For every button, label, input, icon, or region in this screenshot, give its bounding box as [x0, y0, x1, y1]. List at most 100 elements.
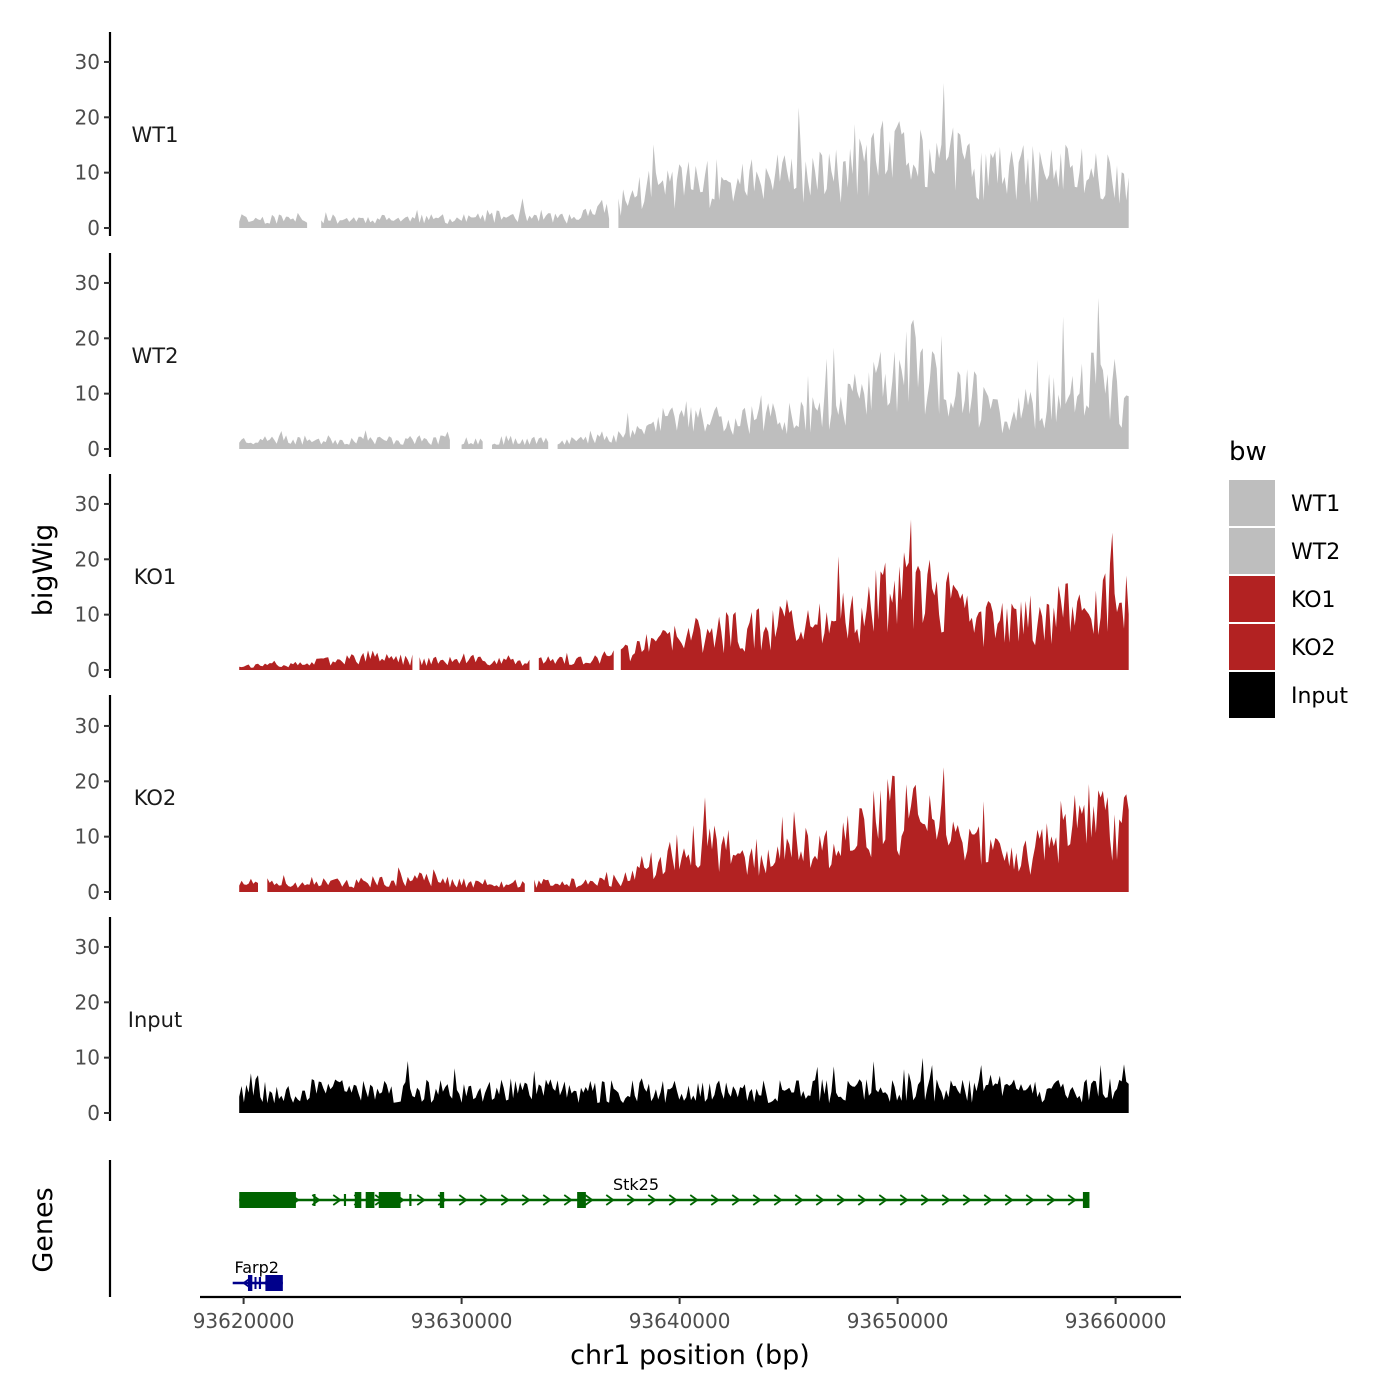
track-y-tick-label: 10: [75, 1046, 100, 1070]
exon-block: [577, 1192, 586, 1208]
legend-label-ko2: KO2: [1291, 636, 1336, 661]
legend-label-ko1: KO1: [1291, 588, 1336, 613]
track-y-tick-label: 30: [75, 714, 100, 738]
exon-block: [313, 1194, 316, 1206]
track-y-tick-label: 10: [75, 161, 100, 185]
strand-arrow: [626, 1194, 636, 1206]
exon-block: [343, 1194, 347, 1206]
track-y-tick-label: 30: [75, 271, 100, 295]
y-axis-title: bigWig: [28, 524, 59, 617]
exon-block: [354, 1192, 362, 1208]
x-axis: 93620000 93630000 93640000 93650000 93660000: [193, 1295, 1181, 1333]
strand-arrow: [815, 1194, 825, 1206]
strand-arrow: [983, 1194, 993, 1206]
track-y-tick-label: 20: [75, 105, 100, 129]
x-tick-label: 93640000: [629, 1309, 731, 1333]
strand-arrow: [584, 1194, 594, 1206]
track-name-label: WT1: [132, 123, 179, 147]
strand-arrow: [416, 1194, 426, 1206]
coverage-area-wt1: [239, 83, 1129, 228]
legend: bw WT1 WT2 KO1 KO2 Input: [1229, 437, 1348, 718]
strand-arrow: [521, 1194, 531, 1206]
track-y-tick-label: 0: [87, 880, 100, 904]
strand-arrow: [689, 1194, 699, 1206]
exon-block: [254, 1277, 257, 1289]
strand-arrow: [500, 1194, 510, 1206]
strand-arrow: [1046, 1194, 1056, 1206]
exon-block: [265, 1275, 283, 1291]
strand-arrow: [794, 1194, 804, 1206]
legend-label-input: Input: [1291, 684, 1348, 709]
strand-arrow: [878, 1194, 888, 1206]
strand-arrow: [941, 1194, 951, 1206]
strand-arrow: [752, 1194, 762, 1206]
track-y-tick-label: 20: [75, 547, 100, 571]
exon-block: [258, 1277, 262, 1289]
track-wt2: 0 10 20 30 WT2: [75, 253, 1129, 461]
track-y-tick-label: 20: [75, 769, 100, 793]
strand-arrow: [563, 1194, 573, 1206]
track-y-tick-label: 0: [87, 1101, 100, 1125]
track-y-tick-label: 30: [75, 935, 100, 959]
exon-block: [439, 1192, 445, 1208]
strand-arrow: [836, 1194, 846, 1206]
coverage-area-ko2: [239, 767, 1129, 892]
strand-arrow: [479, 1194, 489, 1206]
track-y-tick-label: 0: [87, 216, 100, 240]
strand-arrow: [1004, 1194, 1014, 1206]
legend-key-wt2: [1229, 528, 1275, 574]
strand-arrow: [857, 1194, 867, 1206]
exon-block: [409, 1194, 412, 1206]
gene-name-label: Farp2: [234, 1258, 278, 1277]
track-ko1: 0 10 20 30 KO1: [75, 474, 1129, 682]
gene-name-label: Stk25: [613, 1175, 659, 1194]
strand-arrow: [542, 1194, 552, 1206]
tracks-layer: 0 10 20 30 WT1 0 10 20 30 WT2 0 10 20 30 KO1 0 10 20 30 KO2…: [75, 32, 1129, 1125]
exon-block: [247, 1275, 253, 1291]
strand-arrow: [1067, 1194, 1077, 1206]
track-y-tick-label: 10: [75, 603, 100, 627]
track-y-tick-label: 10: [75, 382, 100, 406]
track-y-tick-label: 30: [75, 492, 100, 516]
coverage-area-ko1: [239, 519, 1129, 670]
track-y-tick-label: 30: [75, 50, 100, 74]
legend-key-wt1: [1229, 480, 1275, 526]
x-tick-label: 93630000: [411, 1309, 513, 1333]
strand-arrow: [920, 1194, 930, 1206]
x-axis-title: chr1 position (bp): [570, 1340, 810, 1371]
exon-block: [365, 1192, 375, 1208]
track-name-label: Input: [128, 1008, 182, 1032]
strand-arrow: [605, 1194, 615, 1206]
gene-stk25: Stk25: [239, 1175, 1090, 1208]
strand-arrow: [332, 1194, 342, 1206]
track-wt1: 0 10 20 30 WT1: [75, 32, 1129, 240]
strand-arrow: [962, 1194, 972, 1206]
track-y-tick-label: 0: [87, 437, 100, 461]
strand-arrow: [668, 1194, 678, 1206]
track-ko2: 0 10 20 30 KO2: [75, 695, 1129, 904]
x-tick-label: 93620000: [193, 1309, 295, 1333]
coverage-area-wt2: [239, 298, 1129, 449]
track-name-label: WT2: [132, 344, 179, 368]
track-y-tick-label: 20: [75, 990, 100, 1014]
gene-farp2: Farp2: [232, 1258, 283, 1291]
track-name-label: KO2: [134, 786, 177, 810]
legend-key-ko1: [1229, 576, 1275, 622]
x-tick-label: 93660000: [1065, 1309, 1167, 1333]
track-y-tick-label: 20: [75, 326, 100, 350]
strand-arrow: [731, 1194, 741, 1206]
genes-axis-title: Genes: [28, 1187, 59, 1272]
exon-block: [378, 1192, 401, 1208]
legend-title: bw: [1229, 437, 1267, 467]
track-input: 0 10 20 30 Input: [75, 917, 1129, 1125]
strand-arrow: [899, 1194, 909, 1206]
exon-block: [239, 1192, 296, 1208]
x-tick-label: 93650000: [847, 1309, 949, 1333]
strand-arrow: [647, 1194, 657, 1206]
legend-key-ko2: [1229, 624, 1275, 670]
exon-block: [1082, 1192, 1090, 1208]
genes-layer: Stk25 Farp2: [108, 1160, 1090, 1297]
track-y-tick-label: 10: [75, 825, 100, 849]
strand-arrow: [458, 1194, 468, 1206]
